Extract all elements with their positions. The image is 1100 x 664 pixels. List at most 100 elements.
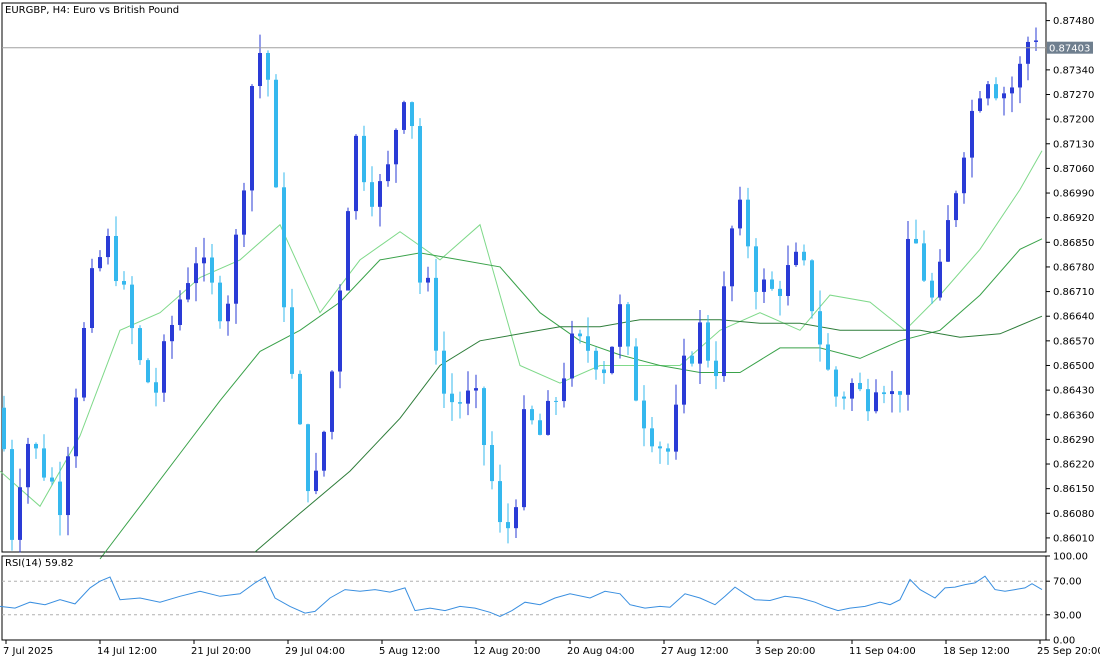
candle <box>610 346 614 375</box>
candle <box>690 351 694 367</box>
candle <box>570 320 574 387</box>
candle <box>362 125 366 191</box>
moving-averages <box>0 150 1043 560</box>
candle <box>810 259 814 319</box>
candle <box>162 334 166 402</box>
candle-body <box>794 251 798 266</box>
time-tick-label: 21 Jul 20:00 <box>191 646 251 657</box>
candle <box>274 74 278 188</box>
candle-body <box>722 286 726 377</box>
candle <box>202 237 206 282</box>
price-tick-label: 0.87480 <box>1053 16 1094 27</box>
candle-body <box>114 235 118 282</box>
candle-body <box>498 481 502 523</box>
candle-body <box>1034 40 1038 42</box>
candle-body <box>90 268 94 328</box>
candle <box>922 230 926 283</box>
candle-body <box>930 280 934 298</box>
rsi-pane-frame <box>1 555 1047 641</box>
candle-body <box>1018 63 1022 88</box>
price-tick-label: 0.86920 <box>1053 213 1094 224</box>
candle <box>954 190 958 227</box>
price-tick-label: 0.86990 <box>1053 189 1094 200</box>
time-tick-label: 14 Jul 12:00 <box>97 646 157 657</box>
candle-body <box>570 333 574 379</box>
time-tick-label: 3 Sep 20:00 <box>755 646 815 657</box>
candle-body <box>58 481 62 516</box>
candle-body <box>186 283 190 300</box>
candle <box>890 370 894 413</box>
price-tick-label: 0.86360 <box>1053 410 1094 421</box>
candle <box>1010 76 1014 113</box>
price-tick-label: 0.87200 <box>1053 115 1094 126</box>
candle <box>290 288 294 379</box>
candle <box>802 244 806 266</box>
candle <box>98 250 102 272</box>
price-tick-label: 0.86710 <box>1053 287 1094 298</box>
candle-body <box>138 328 142 361</box>
candle-body <box>642 400 646 429</box>
candle-body <box>1026 41 1030 64</box>
price-tick-label: 0.87130 <box>1053 139 1094 150</box>
candle <box>2 395 6 452</box>
candle-body <box>170 324 174 342</box>
candle-body <box>410 102 414 127</box>
price-tick-label: 0.86220 <box>1053 460 1094 471</box>
candle <box>42 434 46 481</box>
candle <box>562 362 566 408</box>
candle-body <box>890 391 894 395</box>
price-tick-label: 0.86850 <box>1053 238 1094 249</box>
candle-body <box>74 397 78 457</box>
candle-body <box>938 261 942 298</box>
candle <box>626 301 630 356</box>
candle-body <box>706 322 710 361</box>
candle <box>778 280 782 316</box>
candle <box>818 290 822 362</box>
candle <box>1002 86 1006 116</box>
candle <box>18 468 22 553</box>
candle <box>138 325 142 365</box>
candle <box>698 309 702 384</box>
candle <box>50 467 54 486</box>
candle-body <box>26 443 30 488</box>
candle <box>906 221 910 411</box>
price-tick-label: 0.86150 <box>1053 484 1094 495</box>
rsi-tick-label: 0.00 <box>1053 636 1075 647</box>
candle <box>82 322 86 402</box>
candle-body <box>994 84 998 99</box>
candle <box>306 423 310 503</box>
candle-body <box>122 281 126 285</box>
candle <box>994 77 998 101</box>
candle <box>378 173 382 227</box>
candle <box>258 34 262 99</box>
candle-body <box>378 181 382 207</box>
candle <box>530 405 534 425</box>
candle <box>674 384 678 460</box>
candle-body <box>386 164 390 182</box>
candle-body <box>466 390 470 404</box>
candle <box>506 503 510 544</box>
candle-body <box>770 279 774 289</box>
candle-body <box>178 299 182 325</box>
candle-body <box>162 341 166 393</box>
candle-body <box>18 487 22 540</box>
candle-body <box>458 402 462 404</box>
candle <box>834 366 838 407</box>
candle <box>194 247 198 302</box>
candle <box>218 275 222 329</box>
candle-body <box>946 220 950 262</box>
candle <box>330 370 334 440</box>
candle <box>1018 56 1022 104</box>
candle <box>514 499 518 539</box>
candle <box>178 290 182 331</box>
candle-body <box>754 246 758 292</box>
candle-body <box>978 98 982 111</box>
candle-body <box>610 346 614 374</box>
candle-body <box>834 369 838 397</box>
candle-body <box>130 284 134 329</box>
candle-body <box>1010 87 1014 94</box>
candle <box>642 385 646 447</box>
candle-body <box>226 303 230 322</box>
